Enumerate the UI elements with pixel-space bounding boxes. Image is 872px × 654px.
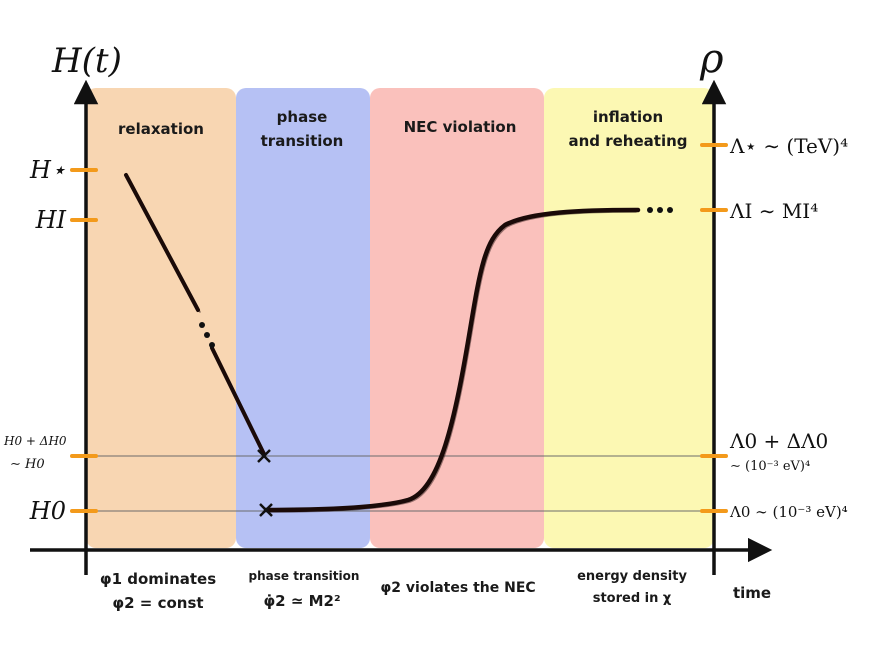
label-h0-delta-line1: H0 + ΔH0 xyxy=(3,434,67,448)
label-h0: H0 xyxy=(29,497,66,525)
time-axis-label: time xyxy=(733,584,771,602)
label-lambda0-delta-line2: ∼ (10⁻³ eV)⁴ xyxy=(730,459,810,474)
label-lambda0: Λ0 ∼ (10⁻³ eV)⁴ xyxy=(729,503,848,521)
label-lambda-star: Λ⋆ ∼ (TeV)⁴ xyxy=(729,134,848,158)
label-lambda-i: ΛI ∼ MI⁴ xyxy=(729,199,818,223)
ellipsis-dot-2 xyxy=(204,332,210,338)
cross-marker-upper xyxy=(257,449,271,463)
label-h-i: HI xyxy=(35,206,67,234)
caption-nec: φ2 violates the NEC xyxy=(380,580,535,596)
era-title-phase-line1: phase xyxy=(277,108,328,126)
caption-inflation-line2: stored in χ xyxy=(593,591,672,606)
era-title-relaxation: relaxation xyxy=(118,120,204,138)
era-title-nec: NEC violation xyxy=(404,118,517,136)
right-axis-label: ρ xyxy=(699,36,724,82)
left-axis-label: H(t) xyxy=(51,41,122,81)
right-ticks xyxy=(700,143,728,513)
relaxation-descent-shade xyxy=(128,177,263,451)
left-ticks xyxy=(70,168,98,513)
era-band-inflation xyxy=(544,88,714,548)
caption-inflation-line1: energy density xyxy=(577,569,687,584)
caption-phase-line2: φ̇2 ≃ M2² xyxy=(263,592,340,610)
cross-marker-lower xyxy=(259,503,273,517)
evolution-curve xyxy=(263,207,641,513)
caption-relaxation-line1: φ1 dominates xyxy=(100,570,216,588)
era-band-phase-transition xyxy=(236,88,370,548)
ellipsis-dot-4 xyxy=(647,207,653,213)
era-title-inflation-line1: inflation xyxy=(593,108,663,126)
era-title-phase-line2: transition xyxy=(261,132,344,150)
label-lambda0-delta-line1: Λ0 + ΔΛ0 xyxy=(729,429,828,453)
caption-relaxation-line2: φ2 = const xyxy=(112,594,203,612)
era-title-inflation-line2: and reheating xyxy=(568,132,687,150)
label-h-star: H⋆ xyxy=(29,156,66,184)
label-h0-delta-line2: ∼ H0 xyxy=(10,457,45,472)
ellipsis-dot-6 xyxy=(667,207,673,213)
ellipsis-dot-3 xyxy=(209,342,215,348)
era-band-nec-violation xyxy=(370,88,544,548)
era-band-relaxation xyxy=(86,88,236,548)
caption-phase-line1: phase transition xyxy=(249,569,360,583)
evolution-curve-shade xyxy=(267,211,637,513)
ellipsis-dot-5 xyxy=(657,207,663,213)
ellipsis-dot-1 xyxy=(199,322,205,328)
